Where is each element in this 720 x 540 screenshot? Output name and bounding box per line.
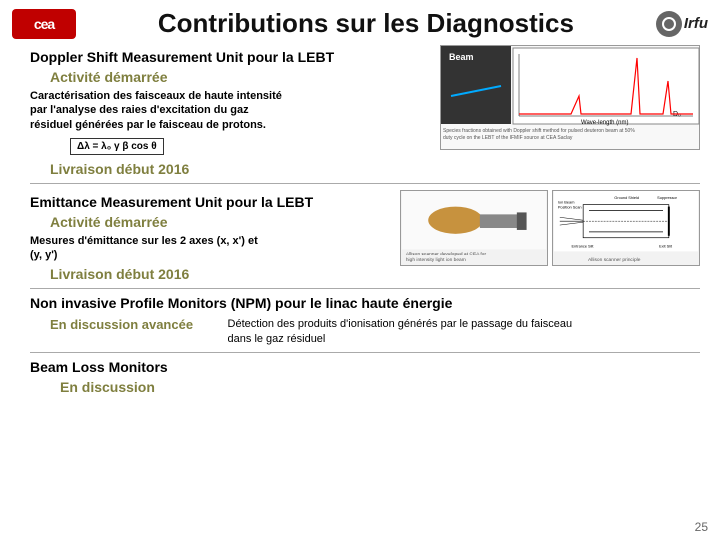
doppler-figure: Beam D₀ Wave-length (nm) Species fractio… (440, 45, 700, 150)
description: Caractérisation des faisceaux de haute i… (30, 89, 290, 132)
svg-text:Exit Slit: Exit Slit (659, 243, 673, 248)
slide-title: Contributions sur les Diagnostics (76, 8, 656, 39)
section-title: Non invasive Profile Monitors (NPM) pour… (30, 295, 700, 311)
status-label: Activité démarrée (50, 214, 390, 230)
section-emittance: Emittance Measurement Unit pour la LEBT … (30, 190, 700, 290)
svg-text:Entrance Slit: Entrance Slit (571, 243, 594, 248)
cea-logo: cea (12, 9, 76, 39)
beam-label: Beam (449, 52, 474, 62)
section-npm: Non invasive Profile Monitors (NPM) pour… (30, 295, 700, 353)
delivery-label: Livraison début 2016 (50, 161, 430, 177)
svg-text:Allison scanner principle: Allison scanner principle (588, 257, 641, 263)
section-doppler: Doppler Shift Measurement Unit pour la L… (30, 45, 700, 184)
svg-text:Allison scanner developed at C: Allison scanner developed at CEA for (406, 251, 487, 257)
status-label: En discussion (60, 379, 700, 395)
description: Mesures d'émittance sur les 2 axes (x, x… (30, 234, 270, 263)
scanner-photo: Allison scanner developed at CEA for hig… (400, 190, 548, 266)
svg-text:Ground Shield: Ground Shield (614, 195, 639, 200)
section-title: Doppler Shift Measurement Unit pour la L… (30, 49, 430, 65)
scanner-schematic: Ground Shield Suppressor Entrance Slit E… (552, 190, 700, 266)
svg-text:duty cycle on the LEBT of the: duty cycle on the LEBT of the IFMIF sour… (443, 135, 573, 141)
slide-header: cea Contributions sur les Diagnostics Ir… (0, 0, 720, 43)
page-number: 25 (695, 520, 708, 534)
section-blm: Beam Loss Monitors En discussion (30, 359, 700, 405)
svg-text:Position Scan: Position Scan (558, 204, 582, 209)
slide-content: Doppler Shift Measurement Unit pour la L… (0, 43, 720, 405)
section-title: Emittance Measurement Unit pour la LEBT (30, 194, 390, 210)
section-title: Beam Loss Monitors (30, 359, 700, 375)
svg-text:Wave-length (nm): Wave-length (nm) (581, 120, 628, 126)
delivery-label: Livraison début 2016 (50, 266, 390, 282)
status-label: En discussion avancée (50, 317, 193, 332)
description: Détection des produits d'ionisation géné… (228, 317, 588, 346)
svg-text:high intensity light ion beam: high intensity light ion beam (406, 257, 466, 263)
status-label: Activité démarrée (50, 69, 430, 85)
svg-text:Suppressor: Suppressor (657, 195, 678, 200)
figure-caption: Species fractions obtained with Doppler … (443, 128, 635, 134)
formula: Δλ = λ₀ γ β cos θ (70, 138, 164, 155)
irfu-icon (656, 11, 682, 37)
irfu-logo: Irfu (656, 11, 708, 37)
irfu-logo-text: Irfu (684, 15, 708, 32)
emittance-figure: Allison scanner developed at CEA for hig… (400, 190, 700, 266)
